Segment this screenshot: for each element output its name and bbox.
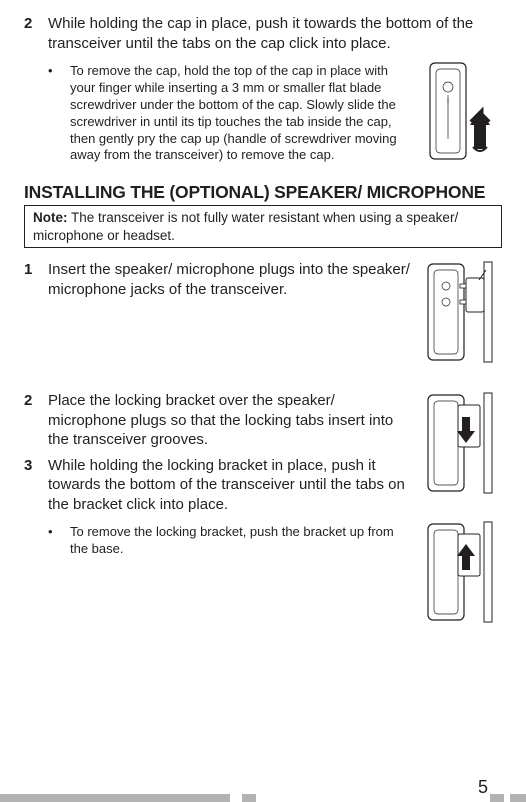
- diagram-remove-cap: [424, 59, 502, 168]
- step-2-bullet: • To remove the cap, hold the top of the…: [24, 63, 414, 164]
- install-step-2: 2 Place the locking bracket over the spe…: [24, 391, 414, 450]
- diagram-remove-bracket: [424, 520, 502, 629]
- install-3-num: 3: [24, 456, 48, 515]
- page-number: 5: [478, 777, 488, 798]
- section-title: INSTALLING THE (OPTIONAL) SPEAKER/ MICRO…: [24, 182, 502, 203]
- footer-bar: [510, 794, 526, 802]
- install-2-text: Place the locking bracket over the speak…: [48, 391, 414, 450]
- install-step-1: 1 Insert the speaker/ microphone plugs i…: [24, 260, 414, 299]
- install-step-3: 3 While holding the locking bracket in p…: [24, 456, 414, 515]
- install-step-2-3-row: 2 Place the locking bracket over the spe…: [24, 391, 502, 520]
- install-step-1-row: 1 Insert the speaker/ microphone plugs i…: [24, 260, 502, 369]
- bullet-dot: •: [48, 63, 70, 164]
- install-1-num: 1: [24, 260, 48, 299]
- footer-bar: [490, 794, 504, 802]
- note-label: Note:: [33, 210, 68, 225]
- note-text: The transceiver is not fully water resis…: [33, 210, 458, 243]
- step-2: 2 While holding the cap in place, push i…: [24, 14, 502, 53]
- bullet-dot-2: •: [48, 524, 70, 558]
- step-2-sub-row: • To remove the cap, hold the top of the…: [24, 59, 502, 168]
- install-3-bullet: • To remove the locking bracket, push th…: [24, 524, 414, 558]
- footer-bar: [0, 794, 230, 802]
- step-2-num: 2: [24, 14, 48, 53]
- footer-bar: [242, 794, 256, 802]
- install-1-text: Insert the speaker/ microphone plugs int…: [48, 260, 414, 299]
- install-step-3-bullet-row: • To remove the locking bracket, push th…: [24, 520, 502, 629]
- note-box: Note: The transceiver is not fully water…: [24, 205, 502, 248]
- diagram-locking-bracket: [424, 391, 502, 500]
- step-2-text: While holding the cap in place, push it …: [48, 14, 502, 53]
- install-3-text: While holding the locking bracket in pla…: [48, 456, 414, 515]
- diagram-insert-plugs: [424, 260, 502, 369]
- install-3-bullet-text: To remove the locking bracket, push the …: [70, 524, 414, 558]
- step-2-bullet-text: To remove the cap, hold the top of the c…: [70, 63, 414, 164]
- install-2-num: 2: [24, 391, 48, 450]
- page-footer: 5: [0, 774, 526, 802]
